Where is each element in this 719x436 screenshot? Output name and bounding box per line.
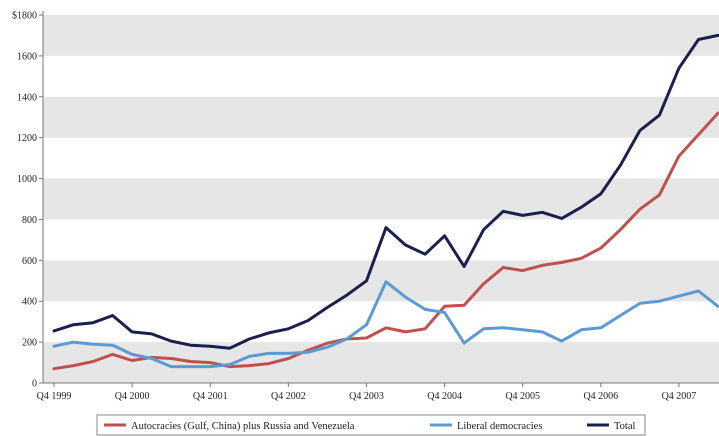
y-tick-label: 1400 bbox=[17, 92, 37, 103]
y-tick-label: 600 bbox=[22, 256, 37, 267]
y-axis-ticks: 0 200 400 600 800 1000 1200 1400 1600 $1800 bbox=[12, 11, 43, 390]
y-tick-label: 400 bbox=[22, 297, 37, 308]
y-tick-label: $1800 bbox=[12, 11, 37, 22]
series-line-autocracies bbox=[52, 111, 719, 371]
x-tick-label: Q4 2000 bbox=[115, 391, 150, 402]
grid-band bbox=[43, 342, 719, 383]
series-line-liberal bbox=[52, 280, 719, 369]
x-tick-label: Q4 2006 bbox=[583, 391, 618, 402]
y-tick-label: 1200 bbox=[17, 133, 37, 144]
y-tick-label: 1000 bbox=[17, 174, 37, 185]
series-line-total bbox=[52, 33, 719, 350]
x-tick-label: Q4 2007 bbox=[662, 391, 697, 402]
legend-label-total: Total bbox=[614, 421, 636, 432]
y-tick-label: 0 bbox=[32, 379, 37, 390]
x-tick-label: Q4 2003 bbox=[349, 391, 384, 402]
y-tick-label: 200 bbox=[22, 338, 37, 349]
legend-box bbox=[96, 414, 646, 436]
series-lines bbox=[52, 33, 719, 371]
legend-label-autocracies: Autocracies (Gulf, China) plus Russia an… bbox=[131, 421, 355, 432]
y-tick-label: 800 bbox=[22, 215, 37, 226]
x-tick-label: Q4 2002 bbox=[271, 391, 306, 402]
x-tick-label: Q4 2005 bbox=[505, 391, 540, 402]
plot-background-bands bbox=[43, 15, 719, 383]
grid-band bbox=[43, 178, 719, 220]
legend-label-liberal: Liberal democracies bbox=[457, 421, 542, 432]
grid-band bbox=[43, 96, 719, 138]
y-tick-label: 1600 bbox=[17, 51, 37, 62]
x-tick-label: Q4 2004 bbox=[427, 391, 462, 402]
x-tick-label: Q4 2001 bbox=[193, 391, 228, 402]
legend: Autocracies (Gulf, China) plus Russia an… bbox=[96, 414, 646, 436]
grid-band bbox=[43, 15, 719, 56]
x-axis-ticks: Q4 1999 Q4 2000 Q4 2001 Q4 2002 Q4 2003 Q4 20… bbox=[37, 383, 697, 402]
x-tick-label: Q4 1999 bbox=[37, 391, 72, 402]
